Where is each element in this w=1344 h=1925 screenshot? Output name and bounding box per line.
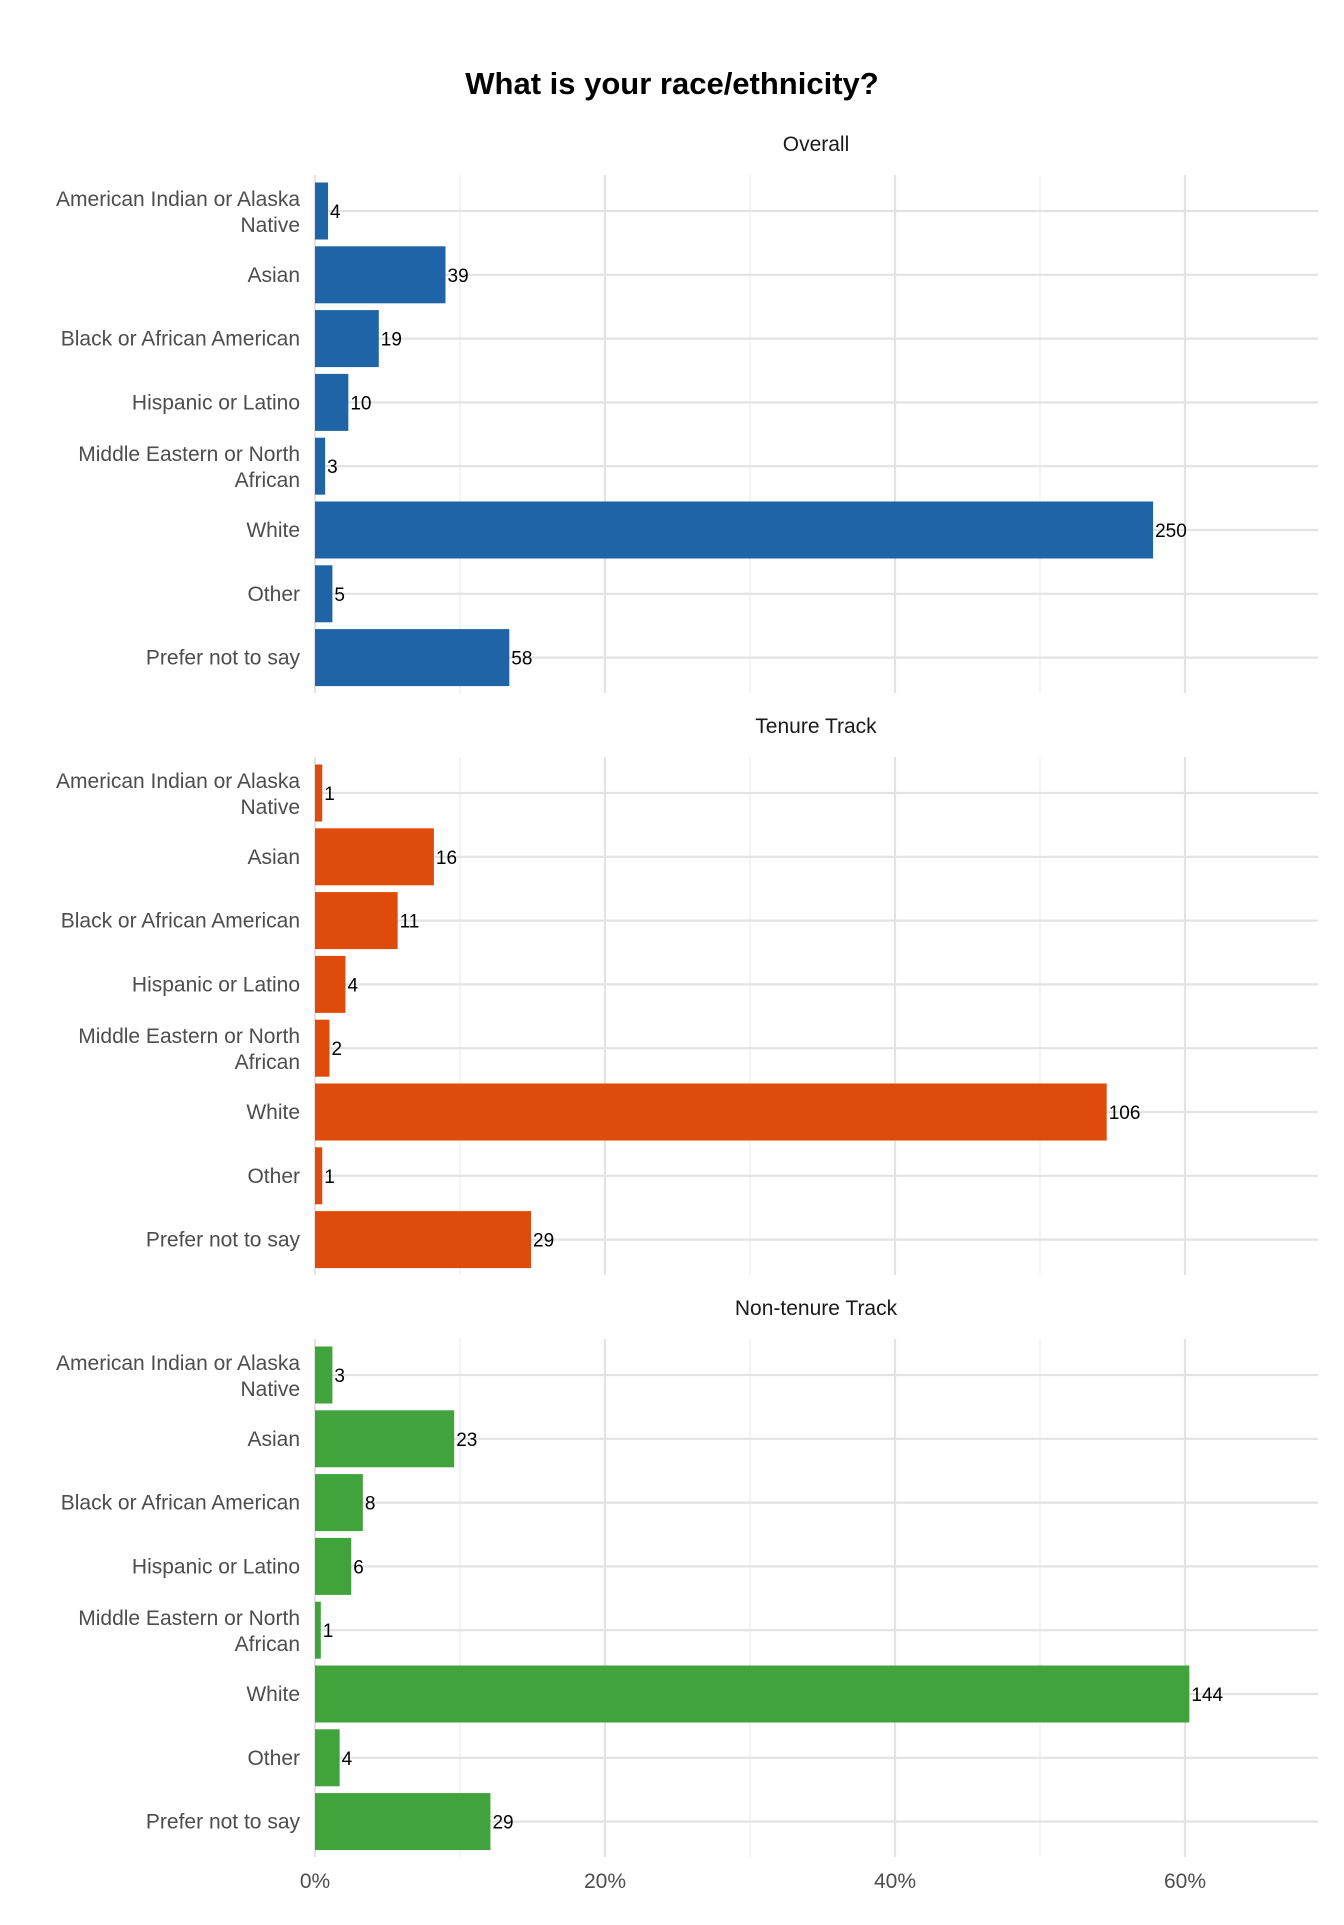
bar-count-label: 4 — [347, 975, 358, 996]
bar-count-label: 1 — [324, 1167, 335, 1188]
category-label: Hispanic or Latino — [132, 973, 300, 996]
category-label: Prefer not to say — [146, 1229, 301, 1252]
bar-count-label: 250 — [1155, 521, 1187, 542]
bar-count-label: 4 — [342, 1749, 353, 1770]
bar — [315, 1537, 352, 1595]
bar-count-label: 4 — [330, 202, 341, 223]
category-label: Black or African American — [61, 1492, 300, 1515]
facet-strip-label: Tenure Track — [755, 715, 877, 738]
bar-count-label: 29 — [492, 1813, 513, 1834]
bar-count-label: 106 — [1109, 1103, 1141, 1124]
category-label: American Indian or Alaska Native — [56, 770, 300, 819]
bar-count-label: 5 — [334, 585, 345, 606]
category-label: Middle Eastern or North African — [78, 1025, 300, 1074]
category-label: American Indian or Alaska Native — [56, 188, 300, 237]
category-label: Hispanic or Latino — [132, 1555, 300, 1578]
bar-count-label: 8 — [365, 1494, 376, 1515]
bar — [315, 764, 323, 822]
bar-count-label: 3 — [327, 457, 338, 478]
chart-title: What is your race/ethnicity? — [465, 66, 878, 101]
bar — [315, 182, 329, 240]
bar-count-label: 39 — [448, 266, 469, 287]
category-label: Other — [247, 1747, 300, 1770]
bar-count-label: 1 — [323, 1621, 334, 1642]
facet-strip-label: Overall — [783, 133, 850, 156]
category-label: Middle Eastern or North African — [78, 443, 300, 492]
category-label: Asian — [247, 1428, 300, 1451]
bar-count-label: 144 — [1191, 1685, 1223, 1706]
bar — [315, 1019, 330, 1077]
bar — [315, 565, 333, 623]
bar — [315, 1793, 491, 1851]
bar-count-label: 1 — [324, 784, 335, 805]
bar — [315, 1147, 323, 1205]
bar — [315, 310, 379, 368]
category-label: Middle Eastern or North African — [78, 1607, 300, 1656]
bar-count-label: 19 — [381, 330, 402, 351]
facet-strip-label: Non-tenure Track — [735, 1297, 898, 1320]
bar-count-label: 10 — [350, 393, 371, 414]
bar — [315, 955, 346, 1013]
category-label: White — [246, 1683, 300, 1706]
bar — [315, 246, 446, 304]
category-label: Other — [247, 1165, 300, 1188]
category-label: Prefer not to say — [146, 647, 301, 670]
bar — [315, 629, 510, 687]
bar-count-label: 23 — [456, 1430, 477, 1451]
bar-count-label: 16 — [436, 848, 457, 869]
bar — [315, 1410, 455, 1468]
bar — [315, 828, 434, 886]
x-tick-label: 60% — [1164, 1870, 1206, 1893]
bar — [315, 1601, 321, 1659]
category-label: Prefer not to say — [146, 1811, 301, 1834]
bar-count-label: 3 — [334, 1366, 345, 1387]
category-label: American Indian or Alaska Native — [56, 1352, 300, 1401]
bar — [315, 1665, 1190, 1723]
bar — [315, 1211, 532, 1269]
bar — [315, 1083, 1107, 1141]
bar — [315, 892, 398, 950]
category-label: Other — [247, 583, 300, 606]
category-label: Asian — [247, 264, 300, 287]
bar-count-label: 6 — [353, 1557, 364, 1578]
bar — [315, 501, 1154, 559]
category-label: Black or African American — [61, 328, 300, 351]
category-label: Black or African American — [61, 910, 300, 933]
category-label: Asian — [247, 846, 300, 869]
bar — [315, 437, 326, 495]
category-label: Hispanic or Latino — [132, 391, 300, 414]
x-tick-label: 40% — [874, 1870, 916, 1893]
bar — [315, 1729, 340, 1787]
x-tick-label: 20% — [584, 1870, 626, 1893]
bar-count-label: 58 — [511, 649, 532, 670]
category-label: White — [246, 1101, 300, 1124]
bar-count-label: 29 — [533, 1231, 554, 1252]
bar-count-label: 2 — [332, 1039, 343, 1060]
x-tick-label: 0% — [300, 1870, 330, 1893]
bar — [315, 1474, 363, 1532]
bar-count-label: 11 — [400, 912, 420, 933]
bar — [315, 373, 349, 431]
bar — [315, 1346, 333, 1404]
category-label: White — [246, 519, 300, 542]
